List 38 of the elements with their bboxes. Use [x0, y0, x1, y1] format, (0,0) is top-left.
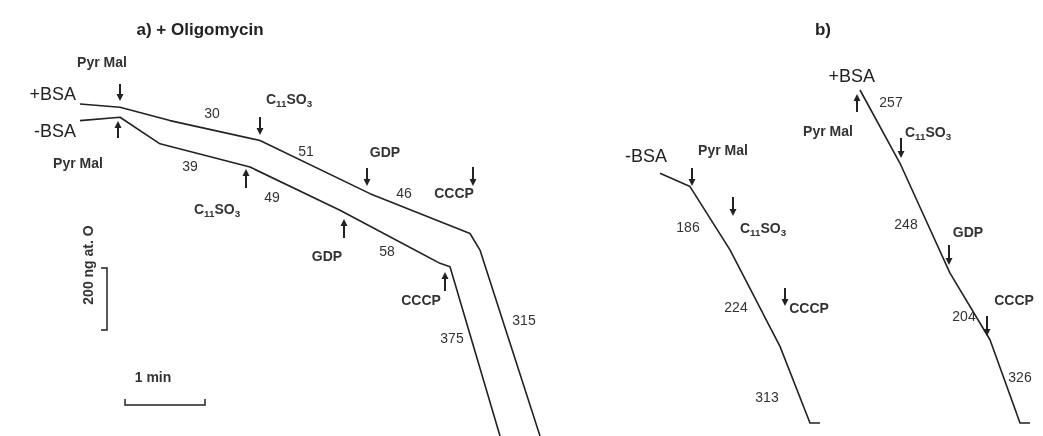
annotation: 248	[894, 216, 918, 232]
annotation: 46	[396, 185, 412, 201]
annotation: C$_{11}$SO$_{3}$	[904, 123, 952, 142]
annotation: GDP	[952, 224, 984, 240]
annotation: CCCP	[789, 300, 829, 316]
annotation: CCCP	[401, 292, 441, 308]
annotation: 204	[952, 308, 976, 324]
annotation: 30	[204, 105, 220, 121]
chart-title: b)	[814, 20, 832, 40]
annotation: 58	[379, 243, 395, 259]
annotation: 257	[879, 94, 903, 110]
annotation: CCCP	[994, 292, 1034, 308]
annotation: C$_{11}$SO$_{3}$	[193, 200, 241, 219]
chart-title: a) + Oligomycin	[136, 20, 264, 40]
annotation: Pyr Mal	[698, 142, 748, 158]
annotation: 39	[182, 158, 198, 174]
legend-label: +BSA	[29, 84, 76, 104]
legend-label: -BSA	[33, 120, 76, 141]
annotation: 1 min	[134, 369, 172, 385]
annotation: C$_{11}$SO$_{3}$	[739, 219, 787, 238]
annotation: Pyr Mal	[53, 155, 103, 171]
annotation: 186	[676, 219, 700, 235]
annotation: 313	[755, 389, 779, 405]
annotation: 375	[440, 330, 464, 346]
annotation: 200 ng at. O	[80, 225, 96, 305]
annotation: 224	[724, 299, 748, 315]
annotation: C$_{11}$SO$_{3}$	[265, 90, 313, 109]
text: Pyr Mal	[77, 54, 127, 70]
series-label: -BSA	[624, 146, 667, 167]
series-label: +BSA	[828, 66, 875, 86]
annotation: CCCP	[434, 185, 474, 201]
annotation: 49	[264, 189, 280, 205]
annotation: 315	[512, 312, 536, 328]
annotation: Pyr Mal	[803, 123, 853, 139]
annotation: GDP	[311, 248, 343, 264]
annotation: 51	[298, 143, 314, 159]
annotation: 326	[1008, 369, 1032, 385]
annotation: GDP	[369, 144, 401, 160]
